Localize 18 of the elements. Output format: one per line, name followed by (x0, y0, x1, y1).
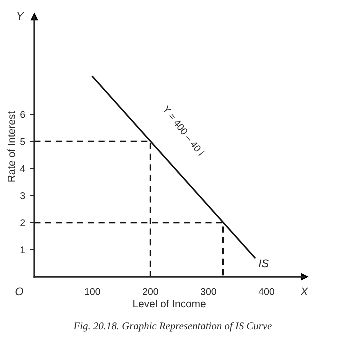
series-label: IS (259, 260, 270, 268)
y-tick-label: 4 (20, 166, 26, 172)
x-tick-label: 400 (258, 288, 274, 296)
annotation: Y = 400 – 40 i (162, 105, 205, 156)
text: X (300, 288, 309, 296)
text: O (16, 288, 24, 296)
x-tick-label: 200 (143, 288, 158, 296)
x-axis-title: Level of Income (134, 300, 206, 308)
caption: Fig. 20.18. Graphic Representation of IS Curve (74, 322, 272, 332)
y-tick-label: 5 (20, 138, 26, 146)
text: Y (18, 12, 24, 20)
y-tick-label: 6 (20, 111, 26, 118)
y-tick-label: 3 (20, 192, 26, 200)
y-tick-label: 1 (20, 246, 26, 254)
y-axis-title: Rate of Interest (8, 112, 16, 182)
y-tick-label: 2 (20, 220, 26, 226)
x-tick-label: 300 (200, 288, 216, 296)
x-tick-label: 100 (85, 288, 100, 296)
